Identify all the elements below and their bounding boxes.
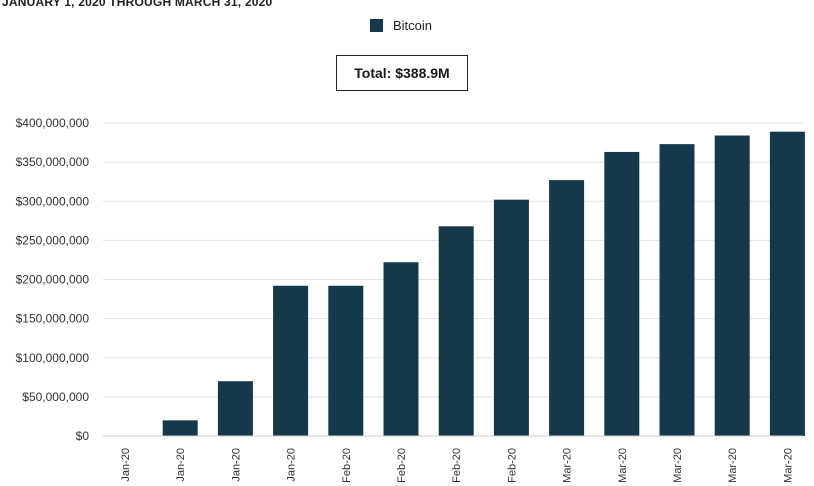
y-tick-label: $50,000,000 (22, 390, 89, 404)
bar (438, 226, 474, 436)
chart-legend: Bitcoin (370, 18, 432, 33)
bar (162, 420, 198, 436)
y-tick-label: $150,000,000 (16, 312, 90, 326)
total-label: Total: $388.9M (354, 65, 450, 81)
y-tick-label: $300,000,000 (16, 194, 90, 208)
x-tick-label: Feb-20 (396, 448, 408, 483)
x-tick-label: Jan-20 (286, 448, 298, 482)
x-tick-label: Feb-20 (341, 448, 353, 483)
bars (162, 131, 805, 437)
bar (549, 180, 585, 436)
y-tick-label: $400,000,000 (16, 116, 90, 130)
x-tick-label: Mar-20 (617, 448, 629, 483)
x-tick-label: Mar-20 (782, 448, 794, 483)
x-tick-label: Mar-20 (672, 448, 684, 483)
bar (659, 144, 695, 436)
x-axis-labels: Jan-20 Jan-20 Jan-20 Jan-20 Feb-20 Feb-20 Feb-… (120, 448, 794, 483)
bar (714, 135, 750, 436)
x-tick-label: Jan-20 (175, 448, 187, 482)
bar (273, 285, 309, 436)
y-tick-label: $350,000,000 (16, 155, 90, 169)
y-tick-label: $250,000,000 (16, 233, 90, 247)
bar (769, 131, 805, 437)
chart-subtitle: JANUARY 1, 2020 THROUGH MARCH 31, 2020 (2, 0, 273, 9)
y-tick-label: $200,000,000 (16, 273, 90, 287)
x-tick-label: Feb-20 (506, 448, 518, 483)
bar (217, 381, 253, 436)
legend-swatch (370, 19, 383, 32)
bar (604, 151, 640, 436)
bar (493, 199, 529, 436)
bar (383, 262, 419, 436)
legend-label: Bitcoin (393, 18, 433, 33)
y-tick-label: $100,000,000 (16, 351, 90, 365)
y-axis-ticks: $0 $50,000,000 $100,000,000 $150,000,000 $20… (16, 116, 90, 443)
x-tick-label: Jan-20 (120, 448, 132, 482)
y-tick-label: $0 (76, 429, 90, 443)
x-tick-label: Feb-20 (451, 448, 463, 483)
total-box: Total: $388.9M (336, 55, 468, 91)
x-tick-label: Mar-20 (562, 448, 574, 483)
x-tick-label: Jan-20 (230, 448, 242, 482)
bar (328, 285, 364, 436)
x-tick-label: Mar-20 (727, 448, 739, 483)
